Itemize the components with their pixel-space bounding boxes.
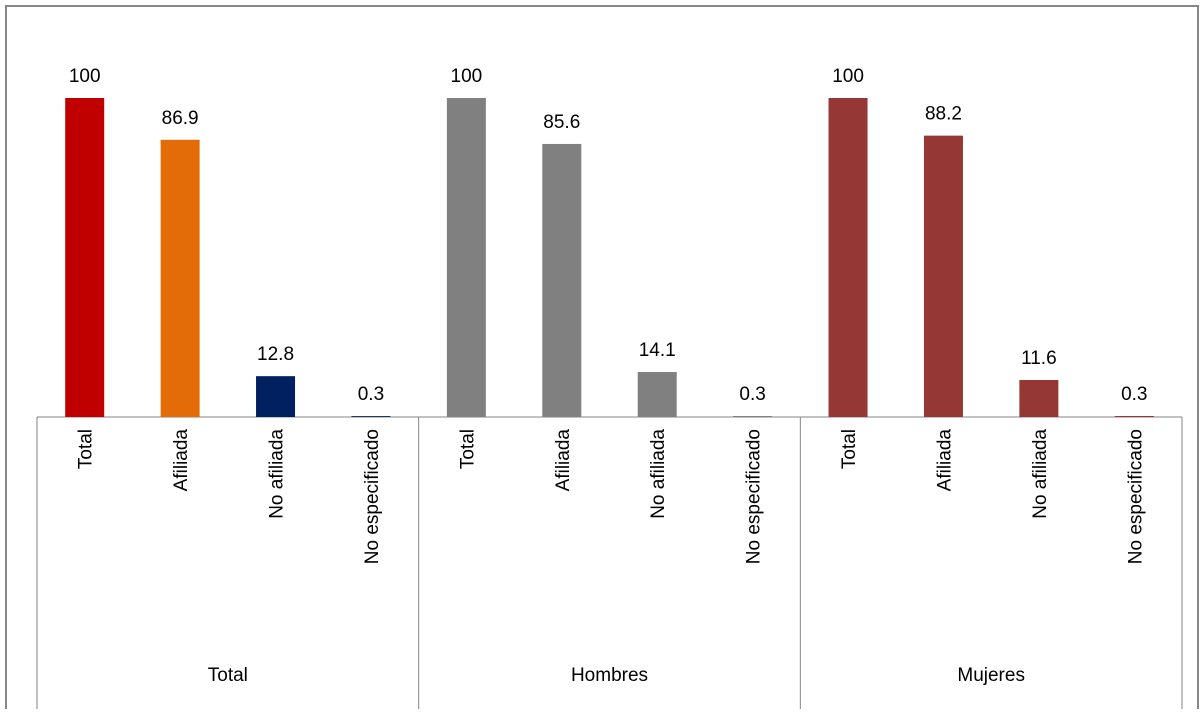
category-tick-label: Afiliada	[171, 429, 192, 492]
data-label: 0.3	[358, 384, 384, 405]
category-tick-label: No afiliada	[1030, 429, 1051, 519]
category-tick-label: No especificado	[744, 429, 765, 564]
bar	[446, 98, 486, 417]
bar	[160, 139, 200, 417]
bar	[733, 416, 773, 417]
data-label: 88.2	[925, 104, 962, 125]
group-label: Mujeres	[957, 665, 1025, 686]
category-tick-label: No afiliada	[648, 429, 669, 519]
group-label: Total	[208, 665, 248, 686]
bar	[542, 143, 582, 417]
chart-border	[5, 5, 1199, 709]
group-label: Hombres	[571, 665, 648, 686]
data-label: 0.3	[739, 384, 765, 405]
bar	[65, 98, 105, 417]
data-label: 100	[69, 66, 101, 87]
bar	[1019, 379, 1059, 417]
data-label: 100	[451, 66, 483, 87]
bar	[637, 372, 677, 417]
data-label: 12.8	[257, 344, 294, 365]
category-tick-label: Afiliada	[553, 429, 574, 492]
category-tick-label: Total	[457, 429, 478, 469]
data-label: 100	[832, 66, 864, 87]
category-tick-label: Afiliada	[934, 429, 955, 492]
bar	[828, 98, 868, 417]
bar	[1114, 416, 1154, 417]
bar	[256, 376, 296, 417]
data-label: 85.6	[543, 112, 580, 133]
bar	[923, 135, 963, 417]
category-tick-label: No especificado	[1125, 429, 1146, 564]
category-tick-label: No afiliada	[267, 429, 288, 519]
category-tick-label: Total	[76, 429, 97, 469]
data-label: 0.3	[1121, 384, 1147, 405]
data-label: 14.1	[639, 340, 676, 361]
data-label: 11.6	[1021, 348, 1057, 369]
category-tick-label: No especificado	[362, 429, 383, 564]
category-tick-label: Total	[839, 429, 860, 469]
bar	[351, 416, 391, 417]
data-label: 86.9	[162, 108, 199, 129]
